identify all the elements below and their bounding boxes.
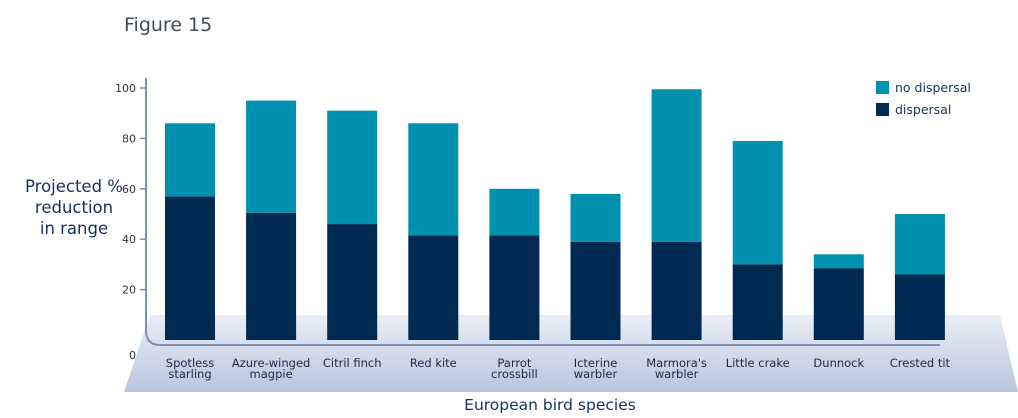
y-axis-line: [145, 78, 940, 346]
bar-no-dispersal: [732, 140, 783, 265]
bar-dispersal: [489, 235, 540, 340]
x-tick-label: Crested tit: [890, 356, 951, 370]
bar-no-dispersal: [570, 193, 621, 242]
legend-swatch-dispersal: [876, 102, 889, 116]
x-tick-label: warbler: [574, 367, 618, 381]
bar-no-dispersal: [246, 100, 297, 213]
legend-swatch-no-dispersal: [876, 80, 889, 94]
x-tick-label: Spotless: [166, 356, 214, 370]
x-tick-label: Parrot: [497, 356, 532, 370]
legend-label-no-dispersal: no dispersal: [895, 79, 971, 95]
legend-label-dispersal: dispersal: [895, 101, 952, 117]
bar-no-dispersal: [327, 110, 378, 225]
y-tick-label: 60: [122, 183, 136, 196]
y-axis-ticks: 0 20 40 60 80 100: [115, 82, 146, 362]
bar-dispersal: [732, 264, 783, 340]
x-tick-label: warbler: [655, 367, 699, 381]
bar-no-dispersal: [489, 188, 540, 236]
bar-no-dispersal: [894, 214, 945, 275]
x-tick-label: crossbill: [491, 367, 538, 381]
x-tick-label: starling: [168, 367, 211, 381]
x-tick-label: Azure-winged: [232, 356, 310, 370]
x-axis-label: European bird species: [464, 396, 636, 414]
bar-dispersal: [570, 241, 621, 340]
y-tick-label: 0: [129, 349, 136, 362]
legend-item-dispersal: dispersal: [876, 98, 971, 120]
x-tick-label: Little crake: [726, 356, 790, 370]
y-tick-label: 80: [122, 132, 136, 145]
bar-dispersal: [327, 224, 378, 340]
bar-dispersal: [651, 241, 702, 340]
bars: [165, 89, 945, 340]
x-tick-label: Marmora's: [646, 356, 707, 370]
y-tick-label: 40: [122, 233, 136, 246]
x-tick-label: magpie: [250, 367, 293, 381]
x-tick-label: Citril finch: [323, 356, 382, 370]
bar-dispersal: [165, 196, 215, 340]
x-tick-label: Icterine: [574, 356, 618, 370]
legend: no dispersal dispersal: [876, 76, 971, 120]
bar-dispersal: [408, 235, 459, 340]
x-tick-label: Dunnock: [813, 356, 864, 370]
bar-no-dispersal: [813, 254, 864, 269]
y-axis-label-line-1: Projected %: [24, 177, 123, 196]
y-axis-label: Projected % reduction in range: [4, 176, 144, 239]
y-axis-label-line-3: in range: [39, 219, 109, 238]
x-tick-label: Red kite: [410, 356, 457, 370]
y-axis-label-line-2: reduction: [34, 198, 114, 217]
y-tick-label: 100: [115, 82, 136, 95]
bar-no-dispersal: [651, 89, 702, 242]
bar-dispersal: [246, 212, 297, 340]
legend-item-no-dispersal: no dispersal: [876, 76, 971, 98]
bar-no-dispersal: [165, 123, 215, 197]
bar-dispersal: [894, 274, 945, 340]
bar-no-dispersal: [408, 123, 459, 236]
bar-dispersal: [813, 268, 864, 340]
figure-title: Figure 15: [124, 14, 213, 36]
y-tick-label: 20: [122, 284, 136, 297]
